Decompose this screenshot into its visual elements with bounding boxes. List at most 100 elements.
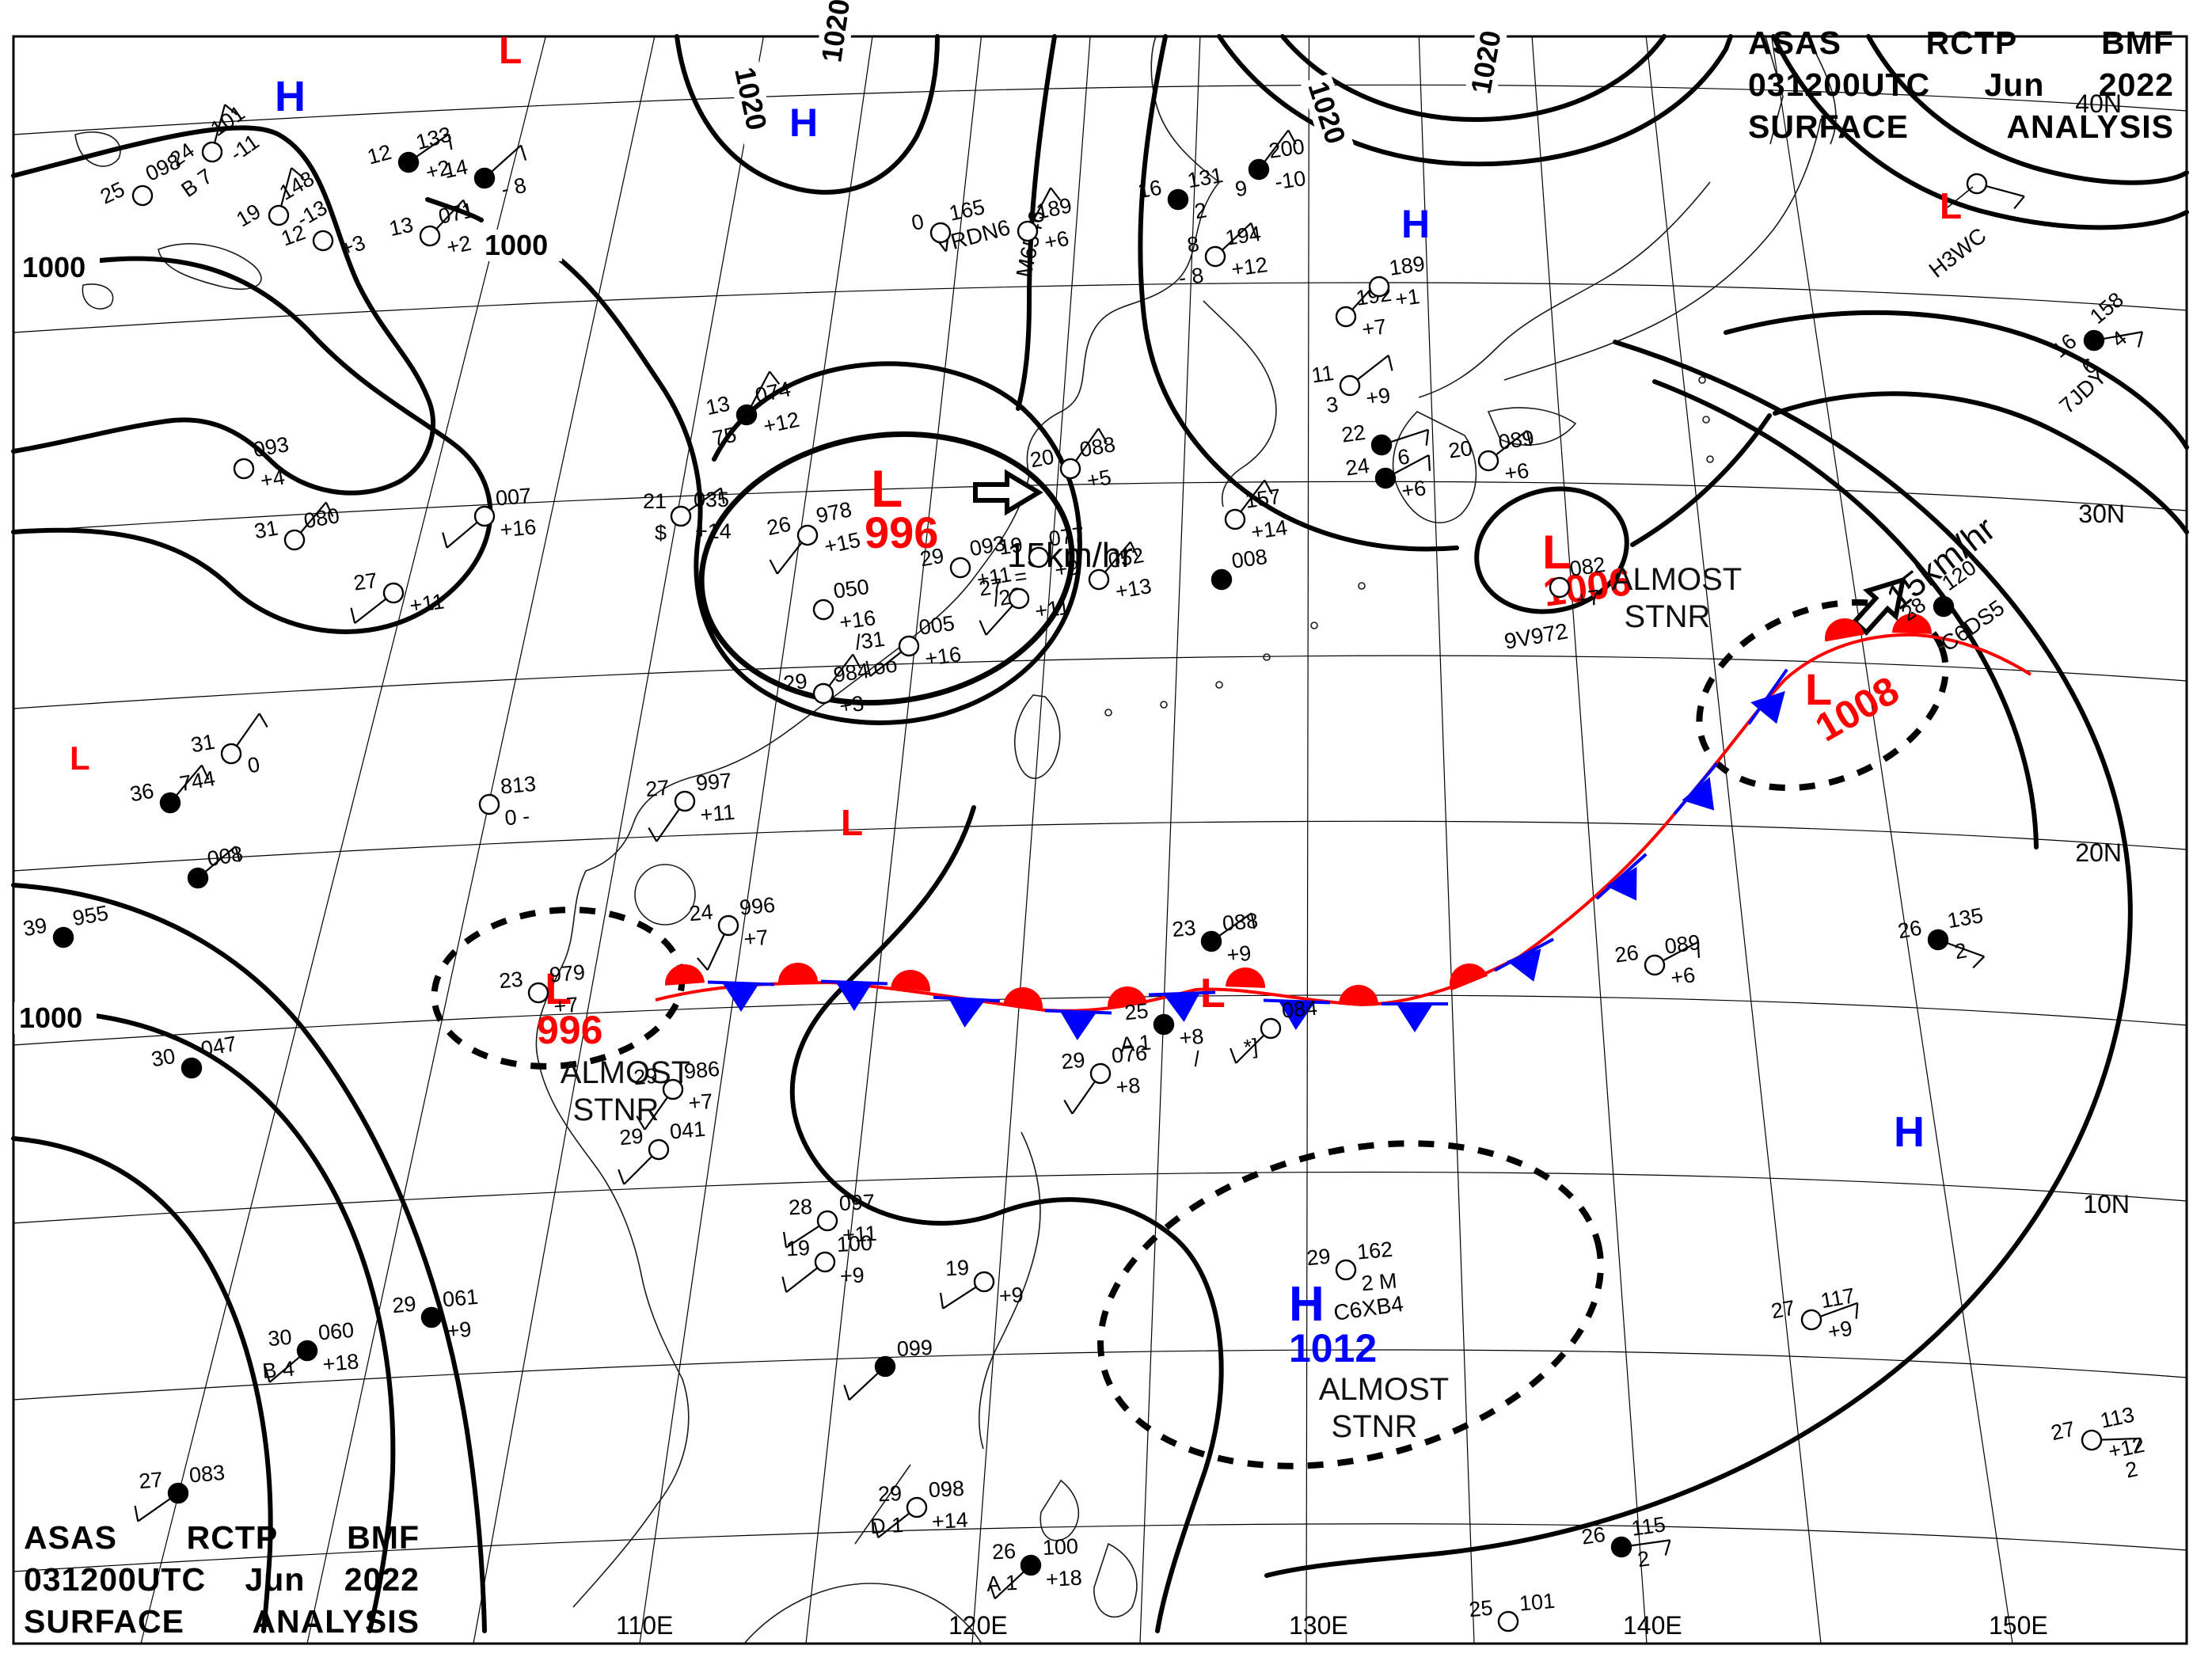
station-circle-icon <box>949 557 971 579</box>
almost-stnr-label: STNR <box>1625 599 1711 634</box>
wind-barb-feather <box>462 200 470 215</box>
station-temp: 29 <box>391 1292 417 1318</box>
station-weather: *] <box>1243 1035 1260 1059</box>
station-pressure: 133 <box>413 122 454 154</box>
station-pressure: 158 <box>2085 287 2128 329</box>
station-circle-icon <box>796 524 819 546</box>
station-plot: 082+7 <box>1549 553 1607 612</box>
station-circle-icon <box>473 167 496 189</box>
station-pressure: 162 <box>1356 1237 1394 1264</box>
station-pressure: 113 <box>2098 1403 2136 1433</box>
station-tendency: +16 <box>923 642 963 671</box>
wind-barb-icon <box>1356 354 1389 381</box>
wind-barb-feather <box>769 371 781 385</box>
station-circle-icon <box>1335 306 1357 328</box>
station-pressure: 135 <box>1946 903 1986 933</box>
meridian-line <box>1418 36 1475 1644</box>
station-temp: 27 <box>1769 1296 1797 1324</box>
station-tendency: +3 <box>337 230 368 261</box>
station-pressure: 996 <box>739 893 777 920</box>
station-plot: 28 097 +11 <box>782 1190 877 1249</box>
station-circle-icon <box>1477 450 1499 472</box>
station-plot: 30 047 <box>150 1032 238 1079</box>
coastline <box>1418 181 1711 398</box>
station-temp: 0 <box>910 209 926 234</box>
station-temp: 22 <box>1340 420 1367 447</box>
cold-front-triangle-icon <box>948 998 985 1028</box>
parallel-line <box>13 655 2187 709</box>
station-temp: 39 <box>21 914 49 941</box>
station-circle-icon <box>1020 1554 1042 1576</box>
isobar-label-group: 1020 <box>815 0 858 70</box>
station-temp: 14 <box>442 154 470 183</box>
isobar-value: 1020 <box>815 0 856 64</box>
map-frame <box>12 35 2188 1645</box>
chart-title-bottom: ASAS RCTP BMF 031200UTC Jun 2022 SURFACE… <box>24 1517 420 1643</box>
isobar <box>425 197 484 222</box>
wind-barb-feather <box>1230 1047 1237 1064</box>
station-tendency: +9 <box>1226 941 1252 967</box>
station-pressure: 157 <box>1244 485 1283 513</box>
wind-barb-feather <box>618 1169 625 1185</box>
coastline <box>535 181 1220 1608</box>
station-extra: / <box>1193 1047 1202 1071</box>
station-temp: 16 <box>1136 176 1164 203</box>
low-center-symbol: L <box>1542 526 1572 579</box>
longitude-label: 140E <box>1623 1611 1682 1640</box>
station-circle-icon <box>420 1306 443 1328</box>
station-circle-icon <box>1260 1017 1282 1040</box>
station-plot: 36 744 <box>128 764 217 814</box>
wind-barb-feather <box>200 765 210 781</box>
station-pressure: 060 <box>317 1318 355 1345</box>
station-circle-icon <box>233 458 255 480</box>
station-plot: 200 -10 9 <box>1233 129 1307 201</box>
station-temp: 27 <box>978 574 1005 601</box>
station-temp: 26 <box>991 1539 1017 1564</box>
wind-barb-feather <box>873 1522 880 1538</box>
cold-front-triangle-icon <box>1397 1004 1433 1032</box>
parallel-line <box>13 282 2187 333</box>
wind-barb-icon <box>235 713 260 747</box>
isobar <box>11 125 436 496</box>
station-tendency: +12 <box>1230 253 1269 281</box>
station-circle-icon <box>268 204 290 226</box>
station-circle-icon <box>220 743 242 765</box>
wind-barb-feather <box>2137 331 2144 348</box>
wind-barb-icon <box>280 167 293 207</box>
isobar-label-backing <box>1464 13 1510 101</box>
station-pressure: 007 <box>495 484 533 511</box>
wind-barb-feather <box>1097 428 1108 443</box>
wind-barb-icon <box>1264 129 1290 163</box>
isobar <box>1724 310 2189 450</box>
wind-barb-feather <box>291 167 305 179</box>
station-weather: $ <box>655 521 667 545</box>
station-pressure: 117 <box>1819 1283 1857 1313</box>
station-pressure: 979 <box>549 960 587 987</box>
ship-callsign-label: 9V972 <box>1503 618 1570 654</box>
station-temp: 30 <box>267 1325 293 1351</box>
station-plot: 099 <box>843 1336 933 1401</box>
station-plot: 27 +11 <box>978 574 1071 636</box>
wind-barb-feather <box>520 145 527 161</box>
station-tendency: -11 <box>226 130 264 166</box>
wind-barb-feather <box>258 713 268 728</box>
station-plot: 157+14 <box>1224 479 1289 544</box>
station-pressure: 131 <box>1186 163 1226 192</box>
station-plot: 27 083 <box>134 1461 226 1522</box>
isobar <box>526 235 1082 725</box>
station-tendency: -10 <box>1273 166 1307 194</box>
isobar <box>1217 34 1733 167</box>
station-tendency: +7 <box>743 926 769 952</box>
wind-barb-feather <box>1050 187 1062 201</box>
pressure-center-value: 996 <box>537 1008 602 1052</box>
island-dot <box>1263 653 1271 661</box>
station-tendency: +4 <box>258 465 287 492</box>
isobar-oval-1006 <box>1474 486 1629 614</box>
isobar-label-backing <box>480 230 562 261</box>
station-pressure: 082 <box>1568 553 1607 581</box>
station-circle-icon <box>898 635 920 657</box>
station-plot: 19 +9 <box>939 1256 1024 1309</box>
wind-barb-feather <box>720 488 725 504</box>
wind-barb-feather <box>1526 430 1532 447</box>
